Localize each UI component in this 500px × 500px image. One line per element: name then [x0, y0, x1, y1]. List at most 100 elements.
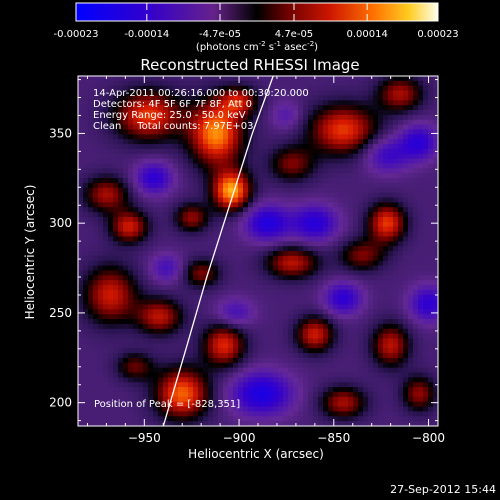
heatmap-cell [123, 197, 129, 203]
heatmap-cell [153, 90, 159, 97]
heatmap-cell [323, 192, 329, 199]
heatmap-cell [138, 207, 144, 213]
heatmap-cell [363, 294, 369, 301]
heatmap-cell [253, 265, 259, 272]
heatmap-cell [433, 304, 438, 310]
heatmap-cell [228, 323, 234, 330]
heatmap-cell [78, 411, 84, 417]
heatmap-cell [363, 207, 369, 213]
heatmap-cell [333, 319, 339, 325]
heatmap-cell [183, 353, 189, 359]
heatmap-cell [203, 241, 209, 247]
heatmap-cell [243, 163, 249, 169]
heatmap-cell [93, 158, 99, 165]
heatmap-cell [383, 221, 389, 228]
heatmap-cell [278, 353, 284, 359]
heatmap-cell [393, 212, 399, 218]
heatmap-cell [263, 246, 269, 252]
heatmap-cell [198, 95, 204, 101]
heatmap-cell [288, 124, 294, 131]
heatmap-cell [318, 348, 324, 354]
heatmap-cell [413, 289, 419, 296]
heatmap-cell [93, 299, 99, 306]
heatmap-cell [378, 202, 384, 208]
heatmap-cell [98, 85, 104, 92]
heatmap-cell [428, 221, 434, 228]
heatmap-cell [268, 353, 274, 359]
heatmap-cell [393, 391, 399, 398]
heatmap-cell [163, 173, 169, 179]
heatmap-cell [403, 309, 409, 315]
heatmap-cell [83, 119, 89, 126]
heatmap-cell [173, 357, 179, 364]
heatmap-cell [348, 90, 354, 97]
heatmap-cell [223, 406, 229, 413]
heatmap-cell [403, 173, 409, 179]
heatmap-cell [238, 76, 244, 82]
heatmap-cell [408, 163, 414, 169]
heatmap-cell [333, 255, 339, 262]
heatmap-cell [368, 173, 374, 179]
heatmap-cell [333, 236, 339, 242]
heatmap-cell [83, 304, 89, 310]
heatmap-cell [378, 124, 384, 131]
heatmap-cell [148, 251, 154, 257]
heatmap-cell [228, 129, 234, 135]
heatmap-cell [128, 158, 134, 165]
heatmap-cell [368, 85, 374, 92]
heatmap-cell [358, 357, 364, 364]
heatmap-cell [313, 216, 319, 223]
heatmap-cell [238, 294, 244, 301]
heatmap-cell [268, 187, 274, 194]
heatmap-cell [133, 168, 139, 174]
heatmap-cell [373, 260, 379, 267]
heatmap-cell [313, 377, 319, 383]
heatmap-cell [268, 304, 274, 310]
heatmap-cell [118, 182, 124, 189]
heatmap-cell [433, 144, 438, 150]
heatmap-cell [333, 148, 339, 155]
heatmap-cell [353, 260, 359, 267]
heatmap-cell [238, 80, 244, 87]
heatmap-cell [403, 144, 409, 150]
heatmap-cell [413, 173, 419, 179]
heatmap-cell [178, 280, 184, 286]
heatmap-cell [228, 95, 234, 101]
heatmap-cell [253, 314, 259, 320]
heatmap-cell [163, 396, 169, 403]
heatmap-cell [213, 114, 219, 121]
heatmap-cell [238, 275, 244, 281]
heatmap-cell [158, 377, 164, 383]
heatmap-cell [98, 139, 104, 145]
heatmap-cell [93, 304, 99, 310]
heatmap-cell [78, 362, 84, 369]
heatmap-cell [263, 80, 269, 87]
heatmap-cell [198, 255, 204, 262]
heatmap-cell [333, 226, 339, 233]
heatmap-cell [123, 226, 129, 233]
heatmap-cell [163, 105, 169, 111]
heatmap-cell [188, 333, 194, 340]
heatmap-cell [368, 139, 374, 145]
heatmap-cell [408, 144, 414, 150]
heatmap-cell [333, 221, 339, 228]
heatmap-cell [333, 168, 339, 174]
heatmap-cell [193, 76, 199, 82]
heatmap-cell [128, 377, 134, 383]
heatmap-cell [318, 124, 324, 131]
heatmap-cell [98, 187, 104, 194]
heatmap-cell [118, 197, 124, 203]
heatmap-cell [158, 119, 164, 126]
heatmap-cell [228, 192, 234, 199]
heatmap-cell [78, 226, 84, 233]
heatmap-cell [228, 85, 234, 92]
heatmap-cell [243, 255, 249, 262]
heatmap-cell [88, 362, 94, 369]
heatmap-cell [348, 280, 354, 286]
heatmap-cell [268, 139, 274, 145]
heatmap-cell [353, 362, 359, 369]
heatmap-cell [148, 119, 154, 126]
heatmap-cell [408, 270, 414, 276]
heatmap-cell [113, 236, 119, 242]
heatmap-cell [353, 144, 359, 150]
